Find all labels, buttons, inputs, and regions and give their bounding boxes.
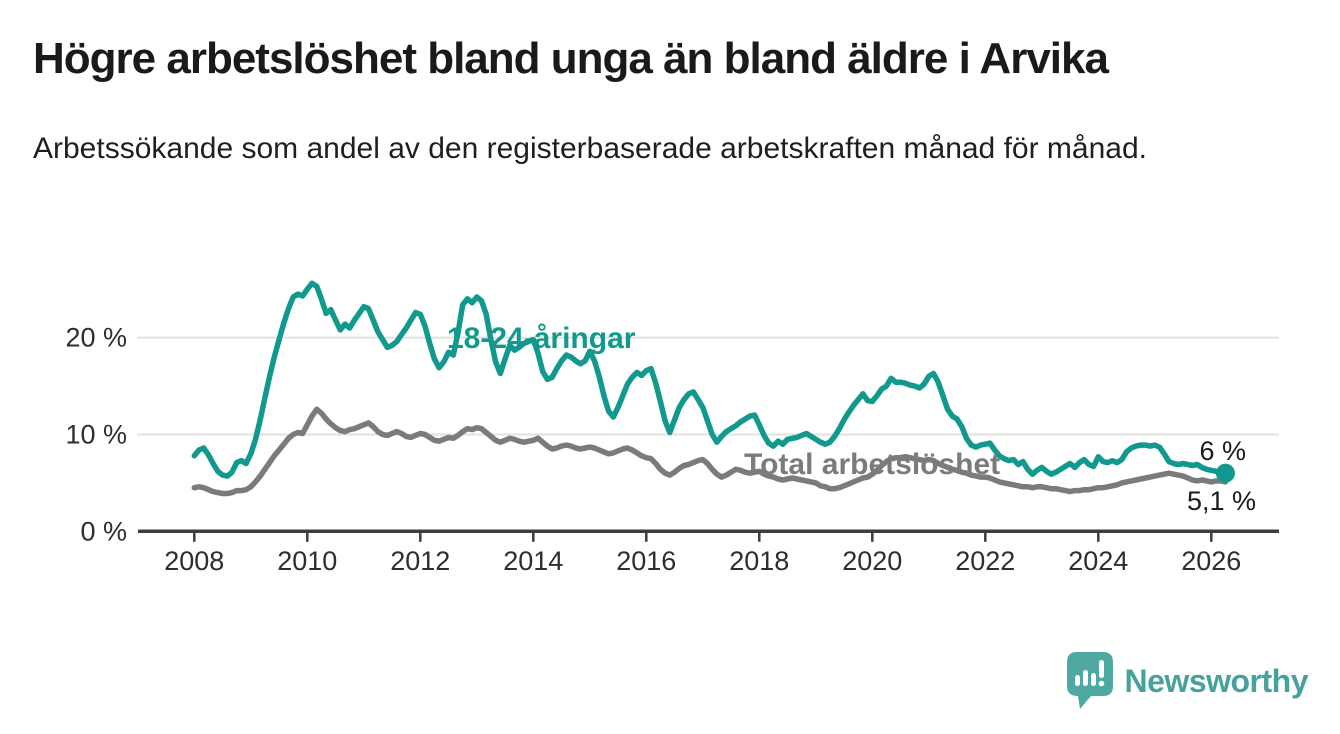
series-total-line bbox=[191, 406, 1229, 497]
x-tick-label-2024: 2024 bbox=[1068, 546, 1128, 576]
series-youth-line bbox=[191, 280, 1229, 479]
x-tick-label-2014: 2014 bbox=[503, 546, 563, 576]
series-youth-endpoint-dot bbox=[1215, 463, 1235, 483]
total-end-value-label: 5,1 % bbox=[1187, 486, 1256, 516]
unemployment-line-chart: 2008 2010 2012 2014 2016 2018 2020 2022 2024 2026… bbox=[65, 280, 1279, 576]
logo-bar-2 bbox=[1082, 670, 1088, 686]
y-tick-label-10: 10 % bbox=[65, 419, 127, 449]
x-tick-label-2022: 2022 bbox=[955, 546, 1015, 576]
gridlines bbox=[137, 336, 1279, 436]
series-youth-label: 18-24-åringar bbox=[447, 322, 636, 355]
newsworthy-logo-mark bbox=[1066, 652, 1113, 709]
y-tick-label-20: 20 % bbox=[65, 323, 127, 353]
x-tick-label-2008: 2008 bbox=[164, 546, 224, 576]
chart-area: 2008 2010 2012 2014 2016 2018 2020 2022 2024 2026… bbox=[0, 270, 1340, 604]
x-axis-ticks bbox=[193, 531, 1213, 542]
logo-exclamation-stem bbox=[1098, 660, 1104, 678]
y-tick-label-0: 0 % bbox=[80, 516, 127, 546]
newsworthy-logo: Newsworthy bbox=[1066, 652, 1309, 709]
series-total-label: Total arbetslöshet bbox=[744, 448, 1000, 481]
chart-title: Högre arbetslöshet bland unga än bland ä… bbox=[33, 34, 1109, 83]
chart-subtitle: Arbetssökande som andel av den registerb… bbox=[33, 132, 1147, 165]
youth-end-value-label: 6 % bbox=[1199, 436, 1246, 466]
logo-bubble-shape bbox=[1066, 652, 1113, 709]
newsworthy-logo-text: Newsworthy bbox=[1124, 662, 1309, 699]
x-tick-label-2020: 2020 bbox=[842, 546, 902, 576]
x-tick-label-2018: 2018 bbox=[729, 546, 789, 576]
y-axis-tick-labels: 0 % 10 % 20 % bbox=[65, 323, 127, 547]
x-axis-tick-labels: 2008 2010 2012 2014 2016 2018 2020 2022 2024 2026 bbox=[164, 546, 1241, 576]
x-tick-label-2010: 2010 bbox=[277, 546, 337, 576]
logo-exclamation-dot bbox=[1098, 680, 1104, 687]
logo-bar-3 bbox=[1090, 673, 1096, 686]
x-tick-label-2026: 2026 bbox=[1181, 546, 1241, 576]
logo-bar-1 bbox=[1074, 675, 1080, 686]
x-tick-label-2016: 2016 bbox=[616, 546, 676, 576]
x-tick-label-2012: 2012 bbox=[390, 546, 450, 576]
